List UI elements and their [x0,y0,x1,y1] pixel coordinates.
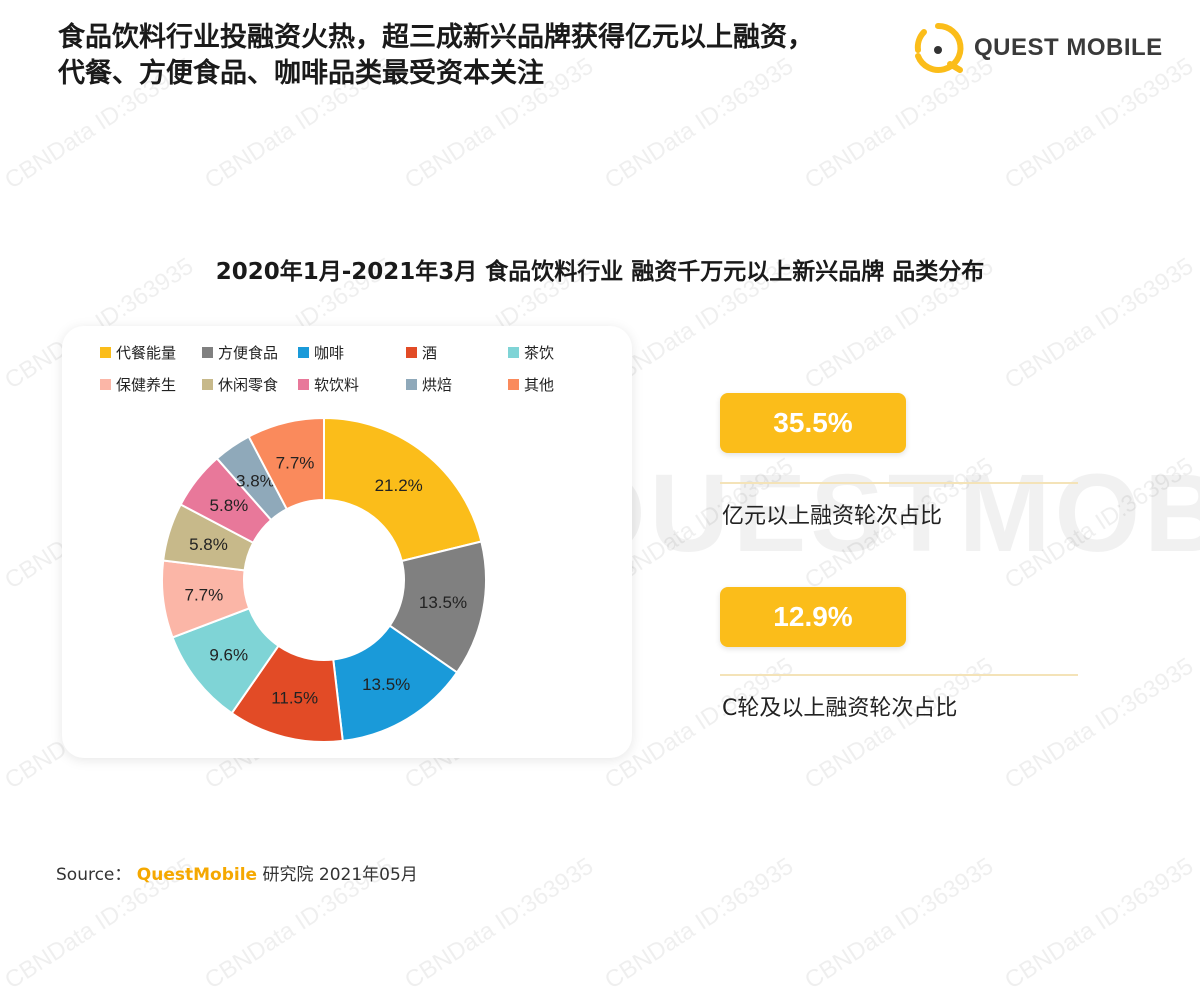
legend-item: 其他 [508,374,554,395]
slice-label: 7.7% [276,454,315,473]
source-brand: QuestMobile [136,865,258,885]
legend-swatch [508,347,519,358]
chart-card: 代餐能量 方便食品 咖啡 酒 茶饮保健养生 休闲零食 软饮料 烘焙 其他 21.2% 13.5% 1… [62,326,632,758]
source-suffix: 研究院 2021年05月 [262,865,418,885]
chart-title: 2020年1月-2021年3月 食品饮料行业 融资千万元以上新兴品牌 品类分布 [215,259,985,285]
headline: 食品饮料行业投融资火热，超三成新兴品牌获得亿元以上融资， 代餐、方便食品、咖啡品… [58,20,898,92]
legend-swatch [202,379,213,390]
source-note: Source： QuestMobile 研究院 2021年05月 [56,860,418,885]
slice-label: 21.2% [375,476,423,495]
legend-swatch [100,379,111,390]
stat-label-1: 亿元以上融资轮次占比 [722,504,943,529]
legend-swatch [406,347,417,358]
legend-item: 咖啡 [298,342,344,363]
legend-item: 烘焙 [406,374,452,395]
legend-item: 代餐能量 [100,342,176,363]
slice-label: 7.7% [185,586,224,605]
slice-label: 5.8% [210,496,249,515]
legend-label: 酒 [422,344,438,362]
brand-logo: QUEST MOBILE [910,20,1163,76]
slice-label: 11.5% [271,688,318,707]
slice-label: 3.8% [236,471,275,490]
headline-line-2: 代餐、方便食品、咖啡品类最受资本关注 [58,58,544,89]
donut-slice [247,416,325,511]
legend-item: 茶饮 [508,342,554,363]
legend-label: 方便食品 [218,344,279,362]
watermark-text: CBNData ID:363935 [800,852,999,995]
slice-label: 5.8% [189,535,228,554]
stat-divider-2 [720,674,1078,676]
legend-swatch [298,347,309,358]
legend-swatch [406,379,417,390]
legend-swatch [508,379,519,390]
legend-label: 咖啡 [314,344,345,362]
donut-slice [323,416,483,563]
brand-name: QUEST MOBILE [974,34,1163,61]
questmobile-logo-icon [914,22,964,73]
legend-item: 酒 [406,342,437,363]
stat-divider-1 [720,482,1078,484]
legend-swatch [298,379,309,390]
legend-swatch [202,347,213,358]
legend-label: 保健养生 [116,376,177,394]
watermark-text: CBNData ID:363935 [600,852,799,995]
stat-label-2: C轮及以上融资轮次占比 [722,696,958,721]
stat-badge-1: 35.5% [720,393,906,453]
slice-label: 9.6% [209,646,248,665]
donut-chart: 21.2% 13.5% 13.5% 11.5% 9.6% 7.7% 5.8% 5.8% 3.8%… [161,416,487,743]
legend-label: 烘焙 [422,376,453,394]
watermark-text: CBNData ID:363935 [400,852,599,995]
legend-item: 保健养生 [100,374,176,395]
legend-item: 休闲零食 [202,374,278,395]
legend-label: 休闲零食 [218,376,279,394]
stat-badge-2: 12.9% [720,587,906,647]
legend-label: 茶饮 [524,344,555,362]
legend-item: 软饮料 [298,374,359,395]
slice-label: 13.5% [419,593,467,612]
slice-label: 13.5% [362,675,410,694]
legend-swatch [100,347,111,358]
legend-label: 代餐能量 [116,344,177,362]
source-prefix: Source： [56,865,132,885]
legend-label: 软饮料 [314,376,360,394]
legend-item: 方便食品 [202,342,278,363]
watermark-text: CBNData ID:363935 [1000,852,1199,995]
headline-line-1: 食品饮料行业投融资火热，超三成新兴品牌获得亿元以上融资， [58,22,814,53]
legend-label: 其他 [524,376,555,394]
